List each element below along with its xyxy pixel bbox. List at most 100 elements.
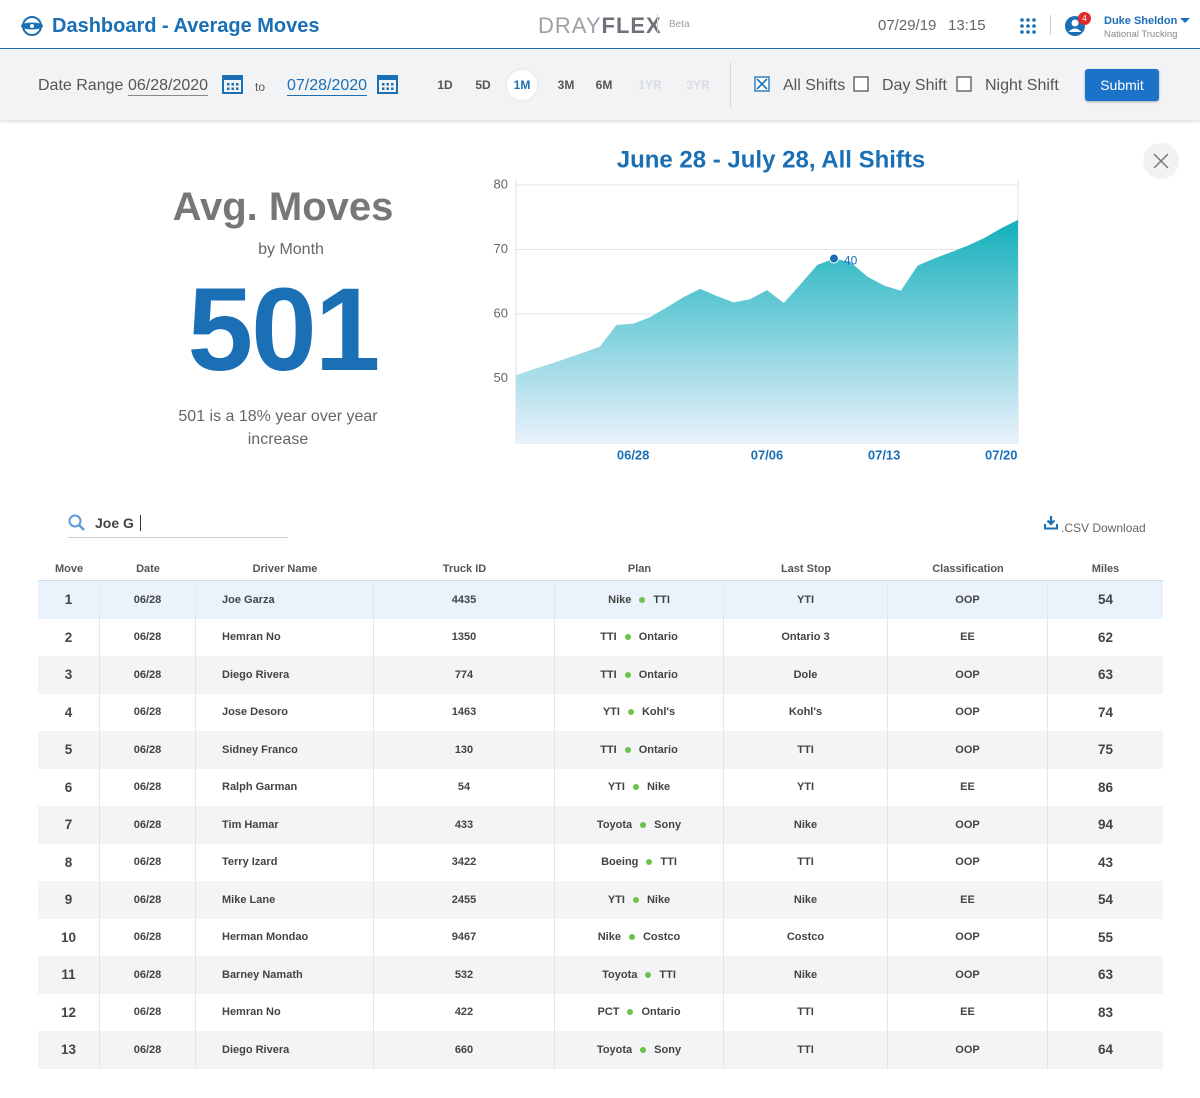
table-row[interactable]: 11 06/28 Barney Namath 532 Toyota TTI Nike OOP 6…: [38, 956, 1163, 994]
csv-download[interactable]: .CSV Download: [1061, 521, 1146, 535]
column-header[interactable]: Miles: [1091, 563, 1120, 575]
chart: June 28 - July 28, All Shifts 50 60 70 80 06…: [494, 146, 1019, 462]
table-cell: 6: [38, 768, 100, 806]
apps-icon[interactable]: [1020, 18, 1036, 34]
calendar-icon[interactable]: [377, 73, 398, 94]
table-cell: Nike: [724, 956, 888, 994]
column-header[interactable]: Truck ID: [442, 563, 487, 575]
range-button[interactable]: 6M: [595, 78, 613, 92]
start-date[interactable]: 06/28/2020: [128, 77, 209, 96]
submit-button[interactable]: Submit: [1085, 69, 1159, 101]
table-cell: 63: [1097, 667, 1114, 683]
table-row[interactable]: 6 06/28 Ralph Garman 54 YTI Nike YTI EE 86: [38, 768, 1163, 806]
x-tick-label: 07/06: [751, 447, 784, 462]
table-row[interactable]: 12 06/28 Hemran No 422 PCT Ontario TTI EE 83: [38, 993, 1163, 1031]
plan-origin: TTI: [600, 668, 617, 681]
plan-destination: TTI: [660, 856, 677, 869]
area: [516, 219, 1018, 443]
point-annotation: 40: [844, 254, 858, 268]
column-header[interactable]: Plan: [627, 563, 652, 575]
table-row[interactable]: 9 06/28 Mike Lane 2455 YTI Nike Nike EE 54: [38, 881, 1163, 919]
checkbox-label[interactable]: Day Shift: [882, 77, 947, 94]
table-row[interactable]: 10 06/28 Herman Mondao 9467 Nike Costco Costco…: [38, 918, 1163, 956]
user-menu-caret[interactable]: [1179, 17, 1191, 25]
table-cell: Ralph Garman: [196, 768, 374, 806]
plan-dot: [639, 596, 646, 603]
table-cell: Dole: [724, 656, 888, 694]
end-date[interactable]: 07/28/2020: [287, 77, 368, 96]
column-header[interactable]: Date: [136, 563, 160, 575]
x-tick-label: 07/13: [868, 447, 901, 462]
plan-dot: [628, 934, 635, 941]
table-row[interactable]: 4 06/28 Jose Desoro 1463 YTI Kohl's Kohl's OOP 7…: [38, 693, 1163, 731]
plan-destination: Nike: [646, 893, 671, 906]
plan-dot: [646, 859, 653, 866]
table-cell: 06/28: [100, 843, 196, 881]
table-cell: OOP: [888, 1031, 1048, 1069]
plan-destination: TTI: [653, 593, 670, 606]
close-button[interactable]: [1143, 143, 1179, 179]
table-cell: EE: [888, 993, 1048, 1031]
plan-origin: Toyota: [596, 1043, 633, 1056]
table-cell: YTI Nike: [555, 768, 724, 806]
table-row[interactable]: 8 06/28 Terry Izard 3422 Boeing TTI TTI OOP 43: [38, 843, 1163, 881]
table-cell: EE: [888, 618, 1048, 656]
table-row[interactable]: 7 06/28 Tim Hamar 433 Toyota Sony Nike OOP 94: [38, 806, 1163, 844]
plan-origin: TTI: [600, 743, 617, 756]
table-cell: 06/28: [100, 806, 196, 844]
table-cell: 9467: [374, 918, 555, 956]
range-button[interactable]: 3M: [557, 78, 575, 92]
page-title: Dashboard - Average Moves: [52, 15, 320, 37]
table-row[interactable]: 2 06/28 Hemran No 1350 TTI Ontario Ontario 3 EE…: [38, 618, 1163, 656]
table-row[interactable]: 1 06/28 Joe Garza 4435 Nike TTI YTI OOP 54: [38, 581, 1163, 619]
plan-origin: YTI: [607, 781, 625, 794]
table-row[interactable]: 13 06/28 Diego Rivera 660 Toyota Sony TTI OOP 64: [38, 1031, 1163, 1069]
plan-destination: Ontario: [638, 743, 678, 756]
table-cell: Boeing TTI: [555, 843, 724, 881]
table-cell: TTI Ontario: [555, 731, 724, 769]
highlight-point[interactable]: [828, 253, 839, 264]
download-icon[interactable]: [1044, 515, 1058, 530]
column-header[interactable]: Classification: [932, 563, 1004, 575]
table-cell: Toyota Sony: [555, 1031, 724, 1069]
range-button[interactable]: 5D: [475, 78, 491, 92]
notification-badge: 4: [1078, 12, 1091, 25]
plan-dot: [627, 709, 634, 716]
range-button[interactable]: 1D: [437, 78, 453, 92]
table-cell: Nike Costco: [555, 918, 724, 956]
search-input[interactable]: [68, 510, 288, 538]
table-cell: 75: [1097, 742, 1114, 758]
table-row[interactable]: 3 06/28 Diego Rivera 774 TTI Ontario Dole OOP 63: [38, 656, 1163, 694]
table-cell: 660: [374, 1031, 555, 1069]
table-cell: Toyota Sony: [555, 806, 724, 844]
checkbox-box: [853, 76, 869, 92]
column-header[interactable]: Driver Name: [252, 563, 318, 575]
calendar-icon[interactable]: [222, 73, 243, 94]
column-header[interactable]: Last Stop: [780, 563, 832, 575]
table-cell: 54: [1097, 592, 1114, 608]
table-cell: Sidney Franco: [196, 731, 374, 769]
checkbox[interactable]: [956, 76, 972, 92]
table-cell: YTI Kohl's: [555, 693, 724, 731]
user-name[interactable]: Duke Sheldon: [1104, 15, 1178, 27]
table-row[interactable]: 5 06/28 Sidney Franco 130 TTI Ontario TTI OOP 75: [38, 731, 1163, 769]
brand-light: DRAY: [538, 13, 602, 38]
table-cell: 43: [1097, 854, 1114, 870]
table-cell: TTI: [724, 1031, 888, 1069]
table-cell: EE: [888, 881, 1048, 919]
table-cell: 12: [38, 993, 100, 1031]
checkbox-label[interactable]: Night Shift: [985, 77, 1059, 94]
table-body: 1 06/28 Joe Garza 4435 Nike TTI YTI OOP 54 2 06/28…: [38, 581, 1163, 1069]
x-tick-label: 06/28: [617, 447, 650, 462]
range-button[interactable]: 1M: [507, 70, 537, 100]
plan-origin: Nike: [608, 593, 632, 606]
checkbox[interactable]: [853, 76, 869, 92]
checkbox[interactable]: [754, 76, 770, 92]
checkbox-label[interactable]: All Shifts: [783, 77, 846, 94]
table-cell: Ontario 3: [724, 618, 888, 656]
table-cell: 83: [1097, 1004, 1114, 1020]
table-cell: TTI Ontario: [555, 656, 724, 694]
column-header[interactable]: Move: [54, 563, 84, 575]
plan-destination: Ontario: [638, 631, 678, 644]
table-cell: 74: [1097, 704, 1114, 720]
